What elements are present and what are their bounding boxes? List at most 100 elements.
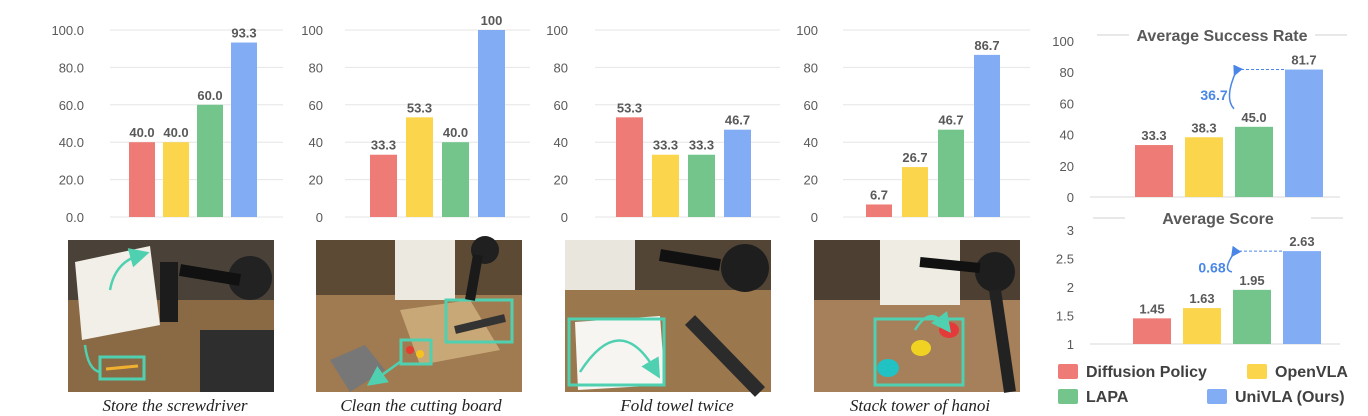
bar-diffusion-policy	[129, 142, 155, 217]
bar-diffusion-policy	[616, 117, 643, 217]
data-label: 33.3	[371, 138, 396, 153]
bar-diffusion-policy	[866, 204, 892, 217]
data-label: 53.3	[617, 100, 642, 115]
data-label: 38.3	[1191, 120, 1216, 135]
legend-label: LAPA	[1086, 389, 1129, 406]
y-tick-label: 20.0	[59, 173, 84, 188]
y-tick-label: 1.5	[1056, 309, 1074, 324]
y-tick-label: 20	[1060, 159, 1074, 174]
data-label: 40.0	[129, 125, 154, 140]
legend-label: Diffusion Policy	[1086, 364, 1207, 381]
y-tick-label: 40	[309, 135, 323, 150]
bar-diffusion-policy	[1133, 318, 1171, 344]
task-caption: Store the screwdriver	[102, 396, 247, 415]
bar-univla-ours	[1285, 69, 1323, 197]
bar-openvla	[1185, 137, 1223, 197]
chart-title: Average Score	[1162, 211, 1274, 228]
y-tick-label: 40	[1060, 128, 1074, 143]
y-tick-label: 100	[301, 23, 323, 38]
chart-1: 0.0 20.0 40.0 60.0 80.0 100.0 40.0 40.0 60.0 93.3	[51, 23, 283, 225]
y-tick-label: 100	[1052, 34, 1074, 49]
y-tick-label: 2	[1067, 280, 1074, 295]
y-tick-label: 80.0	[59, 60, 84, 75]
bar-lapa	[197, 104, 223, 217]
bar-lapa	[938, 129, 964, 217]
bar-lapa	[1235, 126, 1273, 197]
task-photo-fold-towel	[565, 240, 771, 397]
annotation-arrow	[1228, 64, 1243, 110]
y-tick-label: 60.0	[59, 98, 84, 113]
chart-2: 0 20 40 60 80 100 33.3 53.3 40.0 100	[301, 13, 530, 225]
bar-openvla	[902, 167, 928, 217]
y-tick-label: 1	[1067, 337, 1074, 352]
bar-diffusion-policy	[1135, 145, 1173, 197]
y-tick-label: 2.5	[1056, 252, 1074, 267]
data-label: 93.3	[231, 26, 256, 41]
data-label: 40.0	[443, 125, 468, 140]
legend-swatch-univla-ours	[1207, 389, 1227, 404]
bar-openvla	[652, 154, 679, 217]
y-tick-label: 100	[796, 23, 818, 38]
data-label: 33.3	[1141, 128, 1166, 143]
captions-layer: Store the screwdriver Clean the cutting b…	[102, 396, 990, 415]
bar-univla-ours	[1283, 251, 1321, 344]
y-tick-label: 40	[554, 135, 568, 150]
bar-univla-ours	[231, 42, 257, 218]
task-caption: Clean the cutting board	[340, 396, 502, 415]
bar-diffusion-policy	[370, 154, 397, 217]
data-label: 81.7	[1291, 53, 1316, 68]
data-label: 46.7	[938, 113, 963, 128]
y-tick-label: 0	[811, 210, 818, 225]
y-tick-label: 80	[554, 60, 568, 75]
task-photo-clean-cutting-board	[316, 236, 522, 392]
y-tick-label: 60	[554, 98, 568, 113]
bar-univla-ours	[974, 54, 1000, 217]
improvement-label: 36.7	[1200, 87, 1227, 103]
y-tick-label: 60	[1060, 96, 1074, 111]
data-label: 1.45	[1139, 301, 1164, 316]
y-tick-label: 60	[804, 98, 818, 113]
y-tick-label: 100	[546, 23, 568, 38]
data-label: 40.0	[163, 125, 188, 140]
data-label: 60.0	[197, 88, 222, 103]
data-label: 26.7	[902, 150, 927, 165]
charts-layer: 0.0 20.0 40.0 60.0 80.0 100.0 40.0 40.0 60.0 93.3…	[51, 13, 1347, 352]
y-tick-label: 3	[1067, 223, 1074, 238]
bar-openvla	[406, 117, 433, 217]
data-label: 100	[481, 13, 503, 28]
legend-label: OpenVLA	[1275, 364, 1348, 381]
data-label: 1.95	[1239, 273, 1264, 288]
y-tick-label: 80	[309, 60, 323, 75]
data-label: 1.63	[1189, 291, 1214, 306]
y-tick-label: 80	[1060, 65, 1074, 80]
y-tick-label: 20	[309, 173, 323, 188]
chart-title: Average Success Rate	[1136, 28, 1307, 45]
chart-3: 0 20 40 60 80 100 53.3 33.3 33.3 46.7	[546, 23, 780, 225]
task-caption: Fold towel twice	[619, 396, 734, 415]
y-tick-label: 0.0	[66, 210, 84, 225]
legend: Diffusion Policy OpenVLA LAPA UniVLA (Ours)	[1058, 364, 1348, 406]
task-photo-store-screwdriver	[68, 240, 274, 392]
bar-univla-ours	[478, 30, 505, 217]
legend-swatch-lapa	[1058, 389, 1078, 404]
data-label: 6.7	[870, 187, 888, 202]
legend-swatch-openvla	[1247, 364, 1267, 379]
data-label: 2.63	[1289, 234, 1314, 249]
y-tick-label: 20	[804, 173, 818, 188]
improvement-label: 0.68	[1198, 259, 1225, 275]
y-tick-label: 0	[1067, 190, 1074, 205]
legend-label: UniVLA (Ours)	[1235, 389, 1345, 406]
annotation-arrow	[1226, 245, 1242, 273]
data-label: 46.7	[725, 113, 750, 128]
data-label: 33.3	[689, 138, 714, 153]
bar-openvla	[1183, 308, 1221, 344]
bar-univla-ours	[724, 129, 751, 217]
task-caption: Stack tower of hanoi	[850, 396, 991, 415]
bar-openvla	[163, 142, 189, 217]
chart-4: 0 20 40 60 80 100 6.7 26.7 46.7 86.7	[796, 23, 1030, 225]
y-tick-label: 80	[804, 60, 818, 75]
bar-lapa	[1233, 289, 1271, 344]
y-tick-label: 0	[561, 210, 568, 225]
legend-swatch-diffusion-policy	[1058, 364, 1078, 379]
